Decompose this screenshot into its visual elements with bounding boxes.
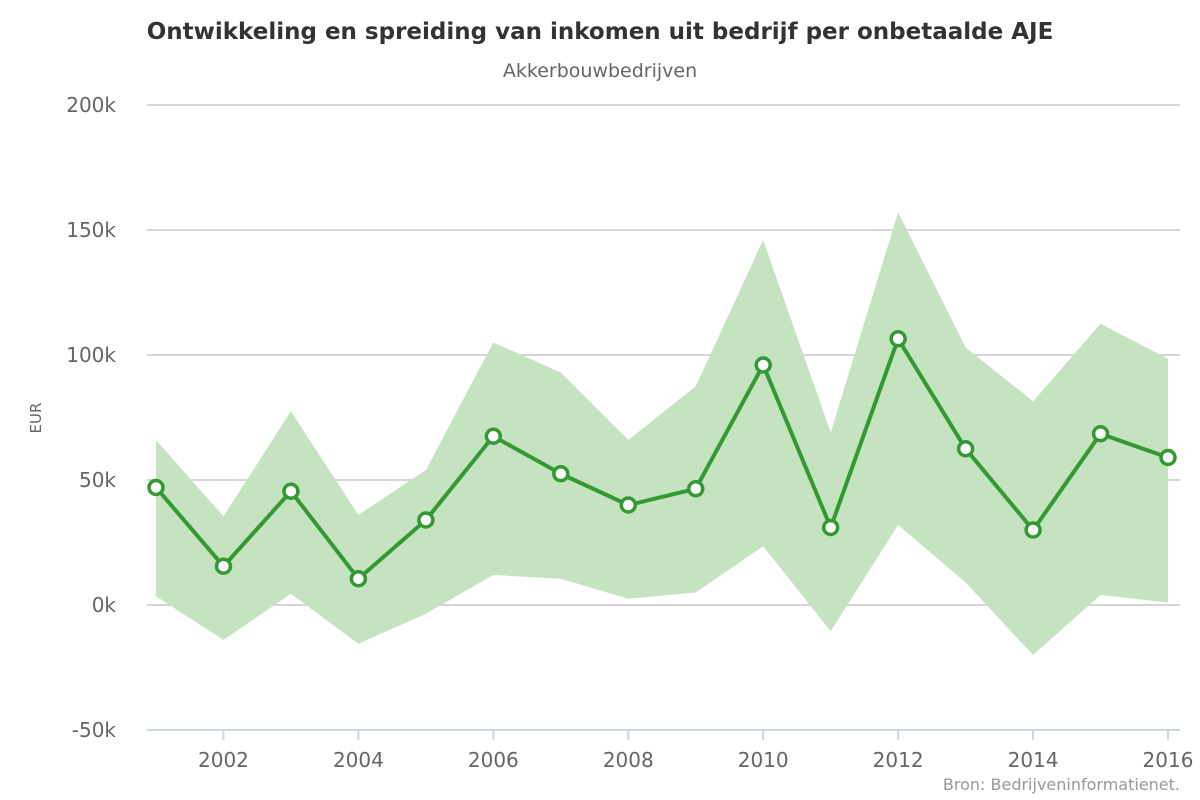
series-line — [154, 336, 1169, 581]
chart-subtitle: Akkerbouwbedrijven — [503, 60, 697, 82]
y-axis-ticks: -50k 0k 50k 100k 150k 200k — [66, 93, 116, 742]
x-tick-label: 2016 — [1143, 748, 1194, 772]
x-tick-label: 2004 — [333, 748, 384, 772]
chart-title: Ontwikkeling en spreiding van inkomen ui… — [147, 19, 1054, 45]
x-tick-label: 2006 — [468, 748, 519, 772]
y-tick-label: 150k — [66, 218, 116, 242]
y-tick-label: -50k — [72, 718, 117, 742]
y-tick-label: 200k — [66, 93, 116, 117]
data-point[interactable] — [956, 440, 975, 458]
range-area — [156, 212, 1168, 655]
data-point[interactable] — [552, 465, 570, 483]
data-points — [147, 330, 1177, 588]
x-tick-label: 2008 — [603, 748, 654, 772]
credits[interactable]: Bron: Bedrijveninformatienet. — [943, 775, 1180, 794]
data-point[interactable] — [484, 427, 503, 445]
data-point[interactable] — [1024, 521, 1042, 539]
range-area-layer — [156, 212, 1168, 655]
y-tick-label: 50k — [79, 468, 116, 492]
data-point[interactable] — [147, 478, 165, 497]
series-line-layer — [154, 336, 1169, 581]
x-tick-label: 2012 — [873, 748, 924, 772]
data-point[interactable] — [821, 518, 840, 537]
data-point[interactable] — [1091, 425, 1110, 443]
x-tick-label: 2010 — [738, 748, 789, 772]
data-point[interactable] — [686, 480, 705, 498]
data-point[interactable] — [619, 496, 638, 514]
x-tick-label: 2002 — [198, 748, 249, 772]
y-axis-title: EUR — [27, 403, 45, 434]
data-point[interactable] — [282, 482, 300, 500]
data-point[interactable] — [214, 557, 233, 575]
data-point[interactable] — [889, 330, 907, 348]
data-point[interactable] — [1159, 448, 1177, 467]
y-tick-label: 0k — [92, 593, 117, 617]
data-point[interactable] — [754, 356, 772, 374]
data-point[interactable] — [417, 511, 435, 529]
y-tick-label: 100k — [66, 343, 116, 367]
x-tick-label: 2014 — [1008, 748, 1059, 772]
x-axis: 2002 2004 2006 2008 2010 2012 2014 2016 — [147, 729, 1194, 772]
data-point[interactable] — [349, 570, 368, 588]
